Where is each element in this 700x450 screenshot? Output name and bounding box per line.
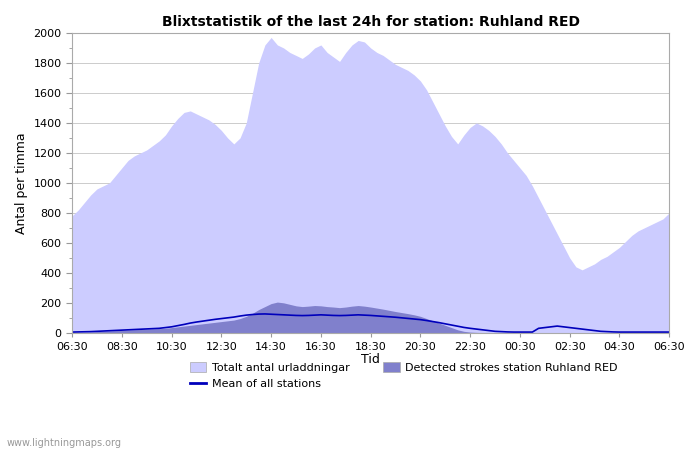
Legend: Totalt antal urladdningar, Mean of all stations, Detected strokes station Ruhlan: Totalt antal urladdningar, Mean of all s… [185, 358, 622, 393]
Y-axis label: Antal per timma: Antal per timma [15, 132, 28, 234]
Text: www.lightningmaps.org: www.lightningmaps.org [7, 438, 122, 448]
X-axis label: Tid: Tid [361, 353, 380, 366]
Title: Blixtstatistik of the last 24h for station: Ruhland RED: Blixtstatistik of the last 24h for stati… [162, 15, 580, 29]
